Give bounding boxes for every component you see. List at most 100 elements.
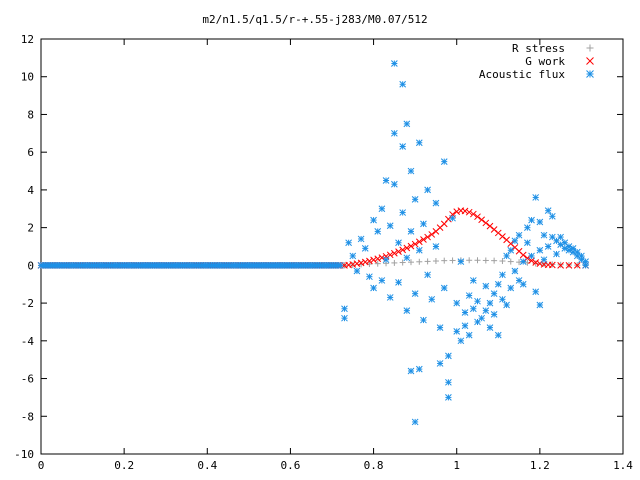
data-point <box>374 260 381 267</box>
x-tick-label: 0.8 <box>364 459 384 472</box>
data-point <box>411 418 419 426</box>
data-point <box>519 251 527 259</box>
data-point <box>573 262 581 269</box>
data-point <box>395 248 402 255</box>
data-point <box>519 280 527 288</box>
y-tick-label: 0 <box>27 259 34 272</box>
data-point <box>553 250 560 258</box>
data-point <box>507 284 515 292</box>
y-tick-label: 12 <box>21 33 34 46</box>
data-point <box>465 208 473 216</box>
data-point <box>403 244 411 252</box>
x-tick-label: 0.4 <box>197 459 217 472</box>
data-point <box>407 167 415 175</box>
data-point <box>415 238 423 246</box>
data-point <box>366 257 373 265</box>
data-point <box>469 210 477 218</box>
y-tick-label: -8 <box>21 410 34 423</box>
data-point <box>415 139 423 147</box>
x-tick-label: 1.2 <box>530 459 550 472</box>
legend-symbol-acoustic-flux <box>586 70 594 78</box>
data-point <box>457 337 465 345</box>
data-point <box>399 143 407 150</box>
x-tick-label: 0 <box>38 459 45 472</box>
data-point <box>557 233 564 241</box>
data-point <box>357 235 365 243</box>
data-point <box>457 258 465 265</box>
data-point <box>478 314 486 322</box>
legend-symbol-g-work <box>586 57 594 65</box>
data-point <box>466 257 473 264</box>
y-tick-label: -6 <box>21 373 34 386</box>
legend-marker <box>586 44 594 52</box>
legend-label-acoustic-flux: Acoustic flux <box>479 68 565 81</box>
data-point <box>386 251 394 259</box>
data-point <box>441 257 448 264</box>
data-point <box>490 311 498 318</box>
data-point <box>486 222 494 230</box>
data-point <box>420 220 427 228</box>
data-point <box>424 233 431 241</box>
data-point <box>378 277 386 284</box>
y-axis: -10 -8 -6 -4 -2 0 2 4 6 8 10 12 <box>14 33 623 461</box>
data-point <box>370 216 377 224</box>
data-point <box>391 129 398 137</box>
data-point <box>453 328 461 335</box>
data-point <box>407 259 414 266</box>
data-point <box>474 257 481 264</box>
data-point <box>399 259 406 266</box>
data-point <box>420 236 427 243</box>
data-point <box>432 243 440 250</box>
data-point <box>582 262 589 269</box>
data-point <box>516 259 523 266</box>
data-point <box>407 367 415 375</box>
data-point <box>341 305 348 313</box>
data-point <box>536 301 544 309</box>
data-point <box>461 309 469 316</box>
data-point <box>407 228 415 235</box>
data-point <box>499 258 506 265</box>
data-point <box>361 258 369 266</box>
data-point <box>474 297 481 305</box>
data-point <box>469 305 477 313</box>
data-point <box>370 284 377 292</box>
data-point <box>411 240 419 248</box>
data-point <box>336 262 344 269</box>
legend-marker <box>586 70 594 78</box>
data-point <box>436 324 444 331</box>
data-point <box>411 195 419 203</box>
y-tick-label: 2 <box>27 222 34 235</box>
x-tick-label: 0.2 <box>114 459 134 472</box>
data-point <box>548 212 556 220</box>
data-point <box>548 261 556 269</box>
data-point <box>386 294 394 301</box>
data-point <box>449 214 456 222</box>
data-point <box>399 209 407 216</box>
data-point <box>453 299 461 307</box>
data-point <box>524 224 531 231</box>
data-point <box>540 256 548 264</box>
data-point <box>499 233 506 240</box>
data-point <box>491 257 498 264</box>
legend: R stress G work Acoustic flux <box>479 42 594 81</box>
data-point <box>532 288 540 296</box>
data-point <box>432 258 439 265</box>
data-point <box>357 259 365 267</box>
data-point <box>461 322 469 330</box>
data-point <box>482 282 490 290</box>
data-point <box>503 252 510 260</box>
data-point <box>341 314 348 322</box>
data-point <box>499 271 506 279</box>
data-point <box>490 290 498 298</box>
data-point <box>440 158 448 165</box>
data-point <box>536 218 544 226</box>
data-point <box>494 331 502 339</box>
data-point <box>403 254 411 262</box>
y-tick-label: 4 <box>27 184 34 197</box>
data-point <box>382 177 390 184</box>
data-point <box>507 258 514 265</box>
data-point <box>465 292 473 299</box>
data-point <box>366 273 373 281</box>
data-point <box>519 258 527 265</box>
